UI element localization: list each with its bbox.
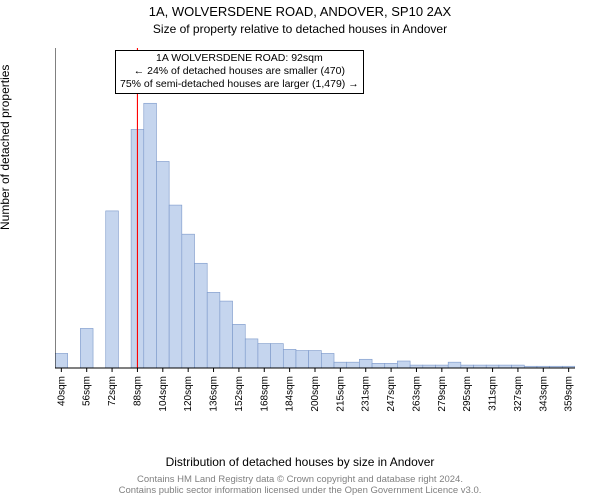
- svg-text:279sqm: 279sqm: [437, 376, 448, 412]
- callout-box: 1A WOLVERSDENE ROAD: 92sqm ← 24% of deta…: [115, 50, 364, 94]
- svg-text:184sqm: 184sqm: [285, 376, 296, 412]
- svg-text:343sqm: 343sqm: [538, 376, 549, 412]
- svg-text:152sqm: 152sqm: [234, 376, 245, 412]
- copyright-text: Contains HM Land Registry data © Crown c…: [0, 474, 600, 497]
- callout-line-2: ← 24% of detached houses are smaller (47…: [120, 65, 359, 78]
- svg-text:327sqm: 327sqm: [513, 376, 524, 412]
- callout-line-1: 1A WOLVERSDENE ROAD: 92sqm: [120, 52, 359, 65]
- svg-text:104sqm: 104sqm: [158, 376, 169, 412]
- callout-line-3: 75% of semi-detached houses are larger (…: [120, 78, 359, 91]
- y-axis-label: Number of detached properties: [0, 65, 12, 230]
- svg-text:359sqm: 359sqm: [564, 376, 575, 412]
- x-axis-label: Distribution of detached houses by size …: [0, 455, 600, 469]
- copyright-line-2: Contains public sector information licen…: [0, 485, 600, 496]
- page-title: 1A, WOLVERSDENE ROAD, ANDOVER, SP10 2AX: [0, 4, 600, 19]
- svg-text:200sqm: 200sqm: [310, 376, 321, 412]
- svg-text:311sqm: 311sqm: [488, 376, 499, 411]
- svg-text:247sqm: 247sqm: [386, 376, 397, 412]
- bar-chart: 05010015020025030035040045050055040sqm56…: [55, 48, 575, 413]
- svg-text:56sqm: 56sqm: [82, 376, 93, 406]
- svg-text:263sqm: 263sqm: [411, 376, 422, 412]
- svg-text:40sqm: 40sqm: [56, 376, 67, 406]
- chart-plot: 05010015020025030035040045050055040sqm56…: [55, 48, 575, 413]
- svg-text:136sqm: 136sqm: [209, 376, 220, 412]
- svg-text:88sqm: 88sqm: [132, 376, 143, 406]
- svg-text:120sqm: 120sqm: [183, 376, 194, 412]
- svg-text:295sqm: 295sqm: [462, 376, 473, 412]
- svg-text:168sqm: 168sqm: [259, 376, 270, 412]
- page-subtitle: Size of property relative to detached ho…: [0, 22, 600, 36]
- svg-text:231sqm: 231sqm: [361, 376, 372, 412]
- svg-text:215sqm: 215sqm: [335, 376, 346, 412]
- copyright-line-1: Contains HM Land Registry data © Crown c…: [0, 474, 600, 485]
- svg-text:72sqm: 72sqm: [107, 376, 118, 406]
